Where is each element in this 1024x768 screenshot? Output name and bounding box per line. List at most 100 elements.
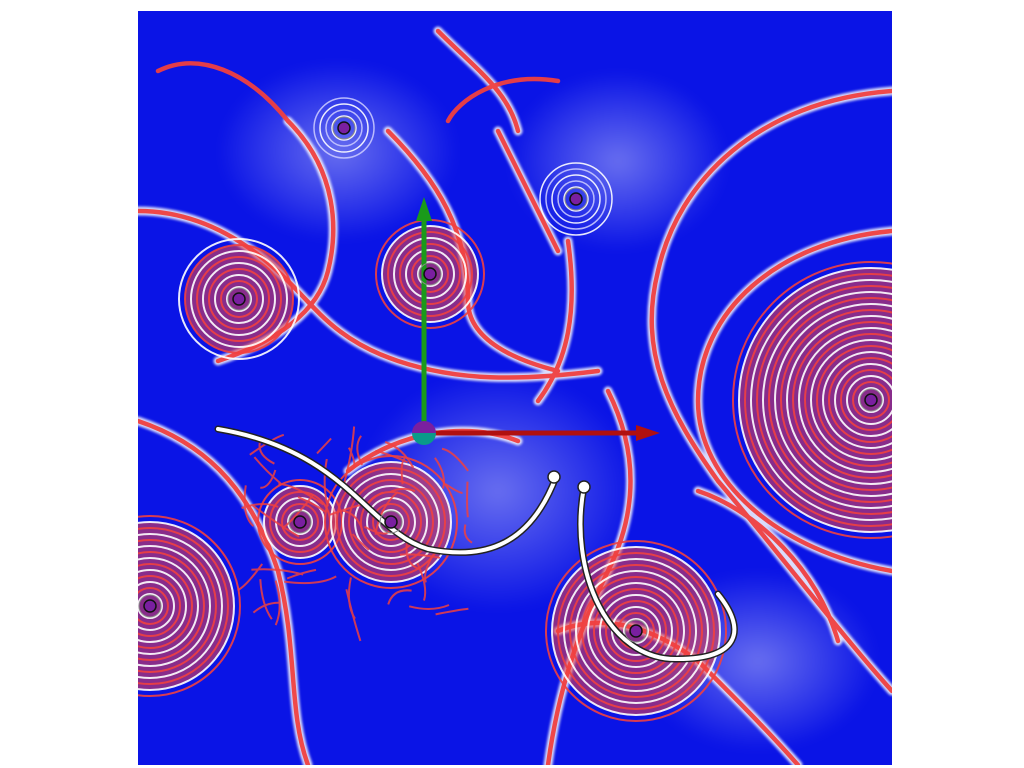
turbulence-stroke: [434, 457, 445, 489]
curve-left-end-handle[interactable]: [547, 470, 561, 484]
contour-ring: [798, 327, 892, 473]
point-source-icon[interactable]: [864, 393, 878, 407]
source-halo: [332, 116, 356, 140]
source-halo: [859, 388, 883, 412]
turbulence-stroke: [286, 568, 317, 580]
turbulence-stroke: [384, 441, 415, 469]
turbulence-stroke: [389, 487, 416, 493]
point-source-icon[interactable]: [569, 192, 583, 206]
point-source-icon[interactable]: [293, 515, 307, 529]
contour-ring: [178, 238, 300, 360]
x-axis-arrow[interactable]: [424, 425, 660, 441]
contour-ring: [393, 237, 467, 311]
contour-ring: [828, 357, 892, 443]
contour-ring: [551, 546, 721, 716]
curve-right[interactable]: [577, 480, 738, 663]
source-halo: [379, 510, 403, 534]
contour-ring: [190, 250, 288, 348]
contour-ring: [605, 600, 667, 662]
contour-ring: [330, 461, 452, 583]
turbulence-stroke: [399, 553, 441, 559]
turbulence-stroke: [387, 589, 412, 605]
contour-ring: [581, 576, 691, 686]
turbulence-stroke: [343, 426, 356, 483]
contour-ring: [336, 467, 446, 577]
contour-ring: [557, 552, 715, 710]
turbulence-stroke: [441, 447, 469, 472]
y-axis-arrow[interactable]: [416, 197, 432, 433]
field-visualization[interactable]: [138, 11, 892, 765]
point-source-icon[interactable]: [384, 515, 398, 529]
contour-ring: [214, 274, 264, 324]
axis-gizmo[interactable]: [412, 197, 660, 445]
contour-ring: [732, 261, 892, 539]
contour-ring: [342, 473, 440, 571]
turbulent-region: [237, 426, 473, 642]
turbulence-stroke: [400, 457, 406, 485]
contour-ring: [587, 582, 685, 680]
turbulence-stroke: [356, 435, 364, 466]
contour-ring: [138, 533, 223, 679]
contour-ring: [599, 594, 673, 668]
turbulence-stroke: [374, 491, 399, 535]
point-source-icon[interactable]: [337, 121, 351, 135]
turbulence-stroke: [260, 469, 277, 489]
contour-ring: [780, 309, 892, 491]
turbulence-stroke: [259, 579, 273, 620]
turbulence-stroke: [237, 563, 264, 592]
contour-ring: [281, 503, 319, 541]
contour-ring: [313, 97, 375, 159]
contour-ring: [331, 115, 357, 141]
contour-ring: [563, 558, 709, 704]
contour-ring: [319, 103, 369, 153]
contour-ring: [138, 545, 211, 667]
contour-ring: [545, 540, 727, 722]
contour-ring: [399, 243, 461, 305]
contour-ring: [840, 369, 892, 431]
contour-ring: [539, 162, 613, 236]
contour-ring: [858, 387, 884, 413]
contour-ring: [138, 557, 199, 655]
turbulence-stroke: [253, 456, 282, 485]
turbulence-stroke: [323, 458, 329, 507]
contour-ring: [557, 180, 595, 218]
turbulence-stroke: [297, 496, 326, 513]
contour-ring: [138, 587, 169, 625]
contour-ring: [774, 303, 892, 497]
point-source-icon[interactable]: [143, 599, 157, 613]
contour-ring: [354, 485, 428, 559]
turbulence-stroke: [258, 442, 275, 465]
turbulence-stroke: [241, 502, 279, 509]
point-source-icon[interactable]: [423, 267, 437, 281]
contour-ring: [551, 174, 601, 224]
point-sources[interactable]: [138, 116, 883, 643]
point-source-icon[interactable]: [232, 292, 246, 306]
contour-ring: [846, 375, 892, 425]
turbulence-stroke: [435, 607, 469, 616]
curve-left[interactable]: [214, 425, 561, 556]
contour-ring: [834, 363, 892, 437]
contour-ring: [138, 539, 217, 673]
turbulence-stroke: [408, 604, 450, 610]
contour-ring: [738, 267, 892, 533]
contour-ring: [138, 581, 175, 631]
source-halo: [624, 619, 648, 643]
turbulence-stroke: [405, 542, 420, 570]
contour-ring: [575, 570, 697, 692]
field-viewport[interactable]: [138, 11, 892, 765]
contour-ring: [138, 521, 235, 691]
curve-right-start-handle[interactable]: [577, 480, 591, 494]
contour-ring: [756, 285, 892, 515]
turbulence-stroke: [316, 437, 332, 455]
contour-ring: [138, 569, 187, 643]
turbulence-stroke: [274, 580, 281, 626]
contour-ring: [822, 351, 892, 449]
contour-ring: [744, 273, 892, 527]
contour-ring: [786, 315, 892, 485]
point-source-icon[interactable]: [629, 624, 643, 638]
contour-ring: [563, 186, 589, 212]
origin-gizmo-icon[interactable]: [412, 421, 436, 445]
contour-ring: [417, 261, 443, 287]
turbulence-stroke: [424, 553, 435, 583]
turbulence-stroke: [375, 449, 409, 464]
